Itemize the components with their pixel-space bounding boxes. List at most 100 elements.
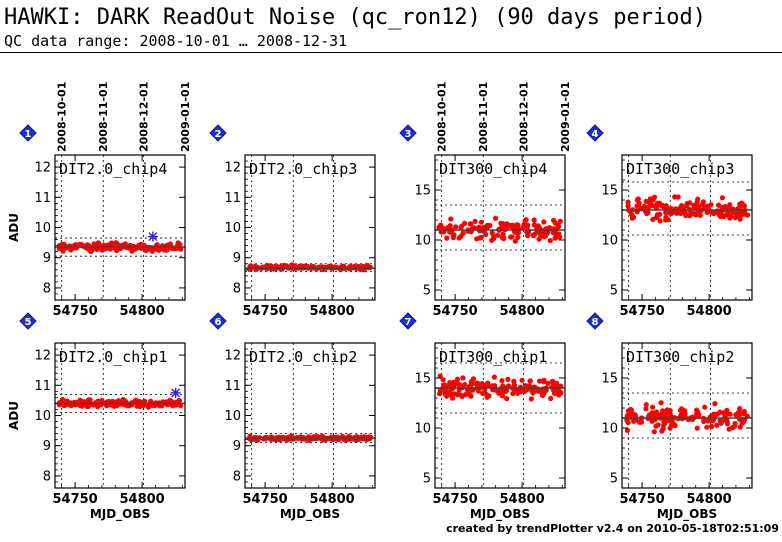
panel-badge-icon (399, 124, 417, 142)
data-point (705, 418, 711, 424)
data-point (674, 210, 680, 216)
data-point (302, 264, 308, 271)
data-point (682, 210, 688, 216)
data-point (460, 383, 466, 389)
x-tick-label: 54750 (619, 492, 664, 507)
data-point (668, 211, 674, 217)
data-point (736, 412, 743, 418)
data-point (663, 210, 669, 216)
data-point (442, 386, 448, 392)
data-point (651, 429, 657, 435)
x-tick-label: 54800 (309, 492, 354, 507)
data-point (492, 383, 498, 389)
data-point (649, 418, 655, 424)
panel-badge-number: 1 (25, 129, 32, 140)
data-point (719, 195, 726, 201)
data-point (650, 404, 656, 410)
y-tick-label: 15 (414, 372, 431, 387)
data-point (661, 204, 667, 210)
data-point (669, 418, 675, 425)
panel-badge-icon (586, 124, 604, 142)
data-point (625, 203, 631, 209)
data-point (727, 411, 733, 417)
data-point (721, 213, 727, 220)
data-point (523, 217, 529, 223)
data-point (531, 231, 538, 237)
data-point (504, 224, 510, 230)
panel-4: 4 5 10 15 54750 54800 DIT300_chip3 (586, 124, 753, 319)
y-tick-label: 10 (601, 422, 618, 437)
panel-title: DIT2.0_chip4 (59, 160, 167, 178)
data-point (437, 373, 443, 379)
y-tick-label: 9 (233, 439, 241, 454)
x-tick-label: 54750 (242, 304, 287, 319)
data-point (636, 204, 642, 210)
data-point (691, 210, 697, 216)
data-point (468, 379, 474, 385)
data-point (114, 247, 120, 254)
y-tick-label: 9 (43, 251, 51, 266)
page-title: HAWKI: DARK ReadOut Noise (qc_ron12) (90… (4, 5, 706, 30)
data-point (489, 230, 495, 236)
y-tick-label: 15 (601, 372, 618, 387)
data-point (741, 411, 747, 417)
y-axis-label: ADU (7, 401, 21, 430)
data-point (694, 204, 700, 210)
y-tick-label: 10 (224, 221, 241, 236)
data-point (643, 402, 649, 408)
data-point (505, 376, 511, 382)
data-point (557, 218, 563, 224)
data-point (531, 217, 537, 223)
panel-title: DIT2.0_chip2 (249, 348, 357, 366)
date-tick-label: 2008-12-01 (137, 82, 150, 152)
y-tick-label: 5 (610, 472, 618, 487)
outlier-stroke (171, 388, 181, 398)
x-tick-label: 54800 (499, 492, 544, 507)
y-tick-label: 8 (233, 281, 241, 296)
data-point (738, 203, 744, 209)
data-point (667, 408, 673, 414)
data-point (490, 236, 497, 242)
data-point (715, 202, 722, 208)
data-point (459, 393, 465, 399)
data-point (552, 235, 558, 241)
y-tick-label: 9 (233, 251, 241, 266)
data-point (540, 386, 546, 392)
panel-title: DIT300_chip3 (626, 160, 734, 178)
data-point (697, 212, 703, 218)
panel-badge-icon (19, 312, 37, 330)
y-tick-label: 5 (423, 284, 431, 299)
panel-badge-number: 2 (215, 129, 222, 140)
data-point (704, 424, 710, 430)
data-point (60, 248, 66, 254)
data-point (700, 199, 707, 205)
data-point (732, 210, 738, 216)
data-point (653, 409, 660, 415)
data-point (449, 386, 455, 392)
panel-badge-number: 3 (405, 129, 412, 140)
data-point (477, 235, 483, 241)
data-point (302, 436, 308, 442)
data-point (73, 242, 79, 248)
y-tick-label: 10 (601, 234, 618, 249)
data-point (668, 422, 675, 429)
data-point (737, 406, 743, 412)
data-point (468, 393, 474, 399)
data-point (682, 411, 688, 417)
data-point (643, 198, 649, 204)
y-tick-label: 11 (34, 379, 51, 394)
data-point (726, 426, 732, 432)
data-point (509, 234, 515, 240)
data-point (625, 412, 631, 419)
data-point (672, 194, 678, 200)
data-point (694, 425, 700, 431)
date-tick-label: 2008-10-01 (436, 82, 449, 152)
y-tick-label: 11 (34, 191, 51, 206)
data-point (95, 398, 101, 404)
y-tick-label: 8 (43, 469, 51, 484)
plot-frame (434, 342, 566, 489)
data-point (113, 240, 119, 246)
panel-title: DIT300_chip2 (626, 348, 734, 366)
x-tick-label: 54750 (432, 304, 477, 319)
data-point (436, 391, 443, 397)
